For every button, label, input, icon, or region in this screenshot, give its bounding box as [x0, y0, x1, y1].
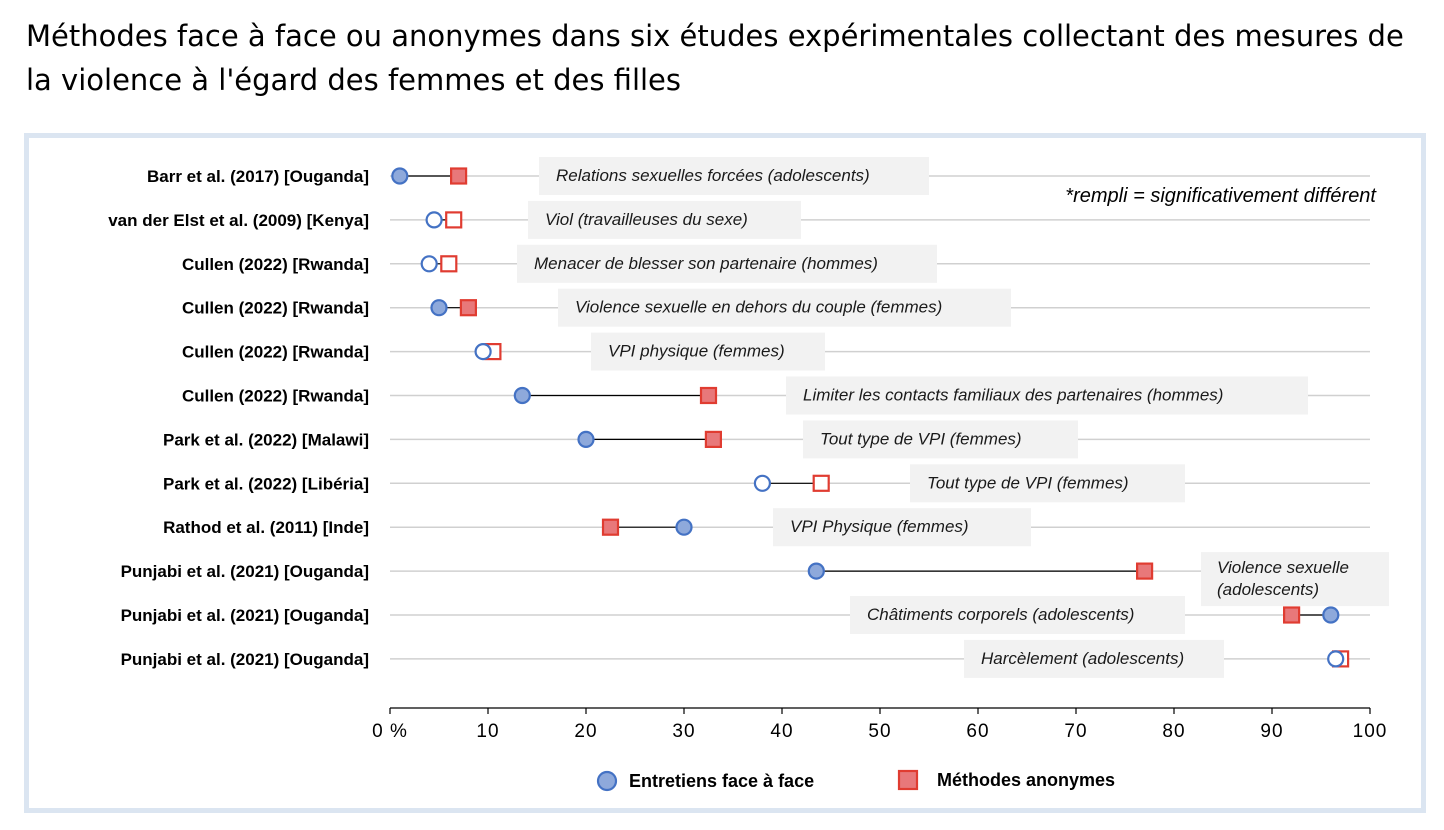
legend-face-to-face-marker — [596, 770, 618, 792]
x-tick-label: 90 — [1260, 721, 1283, 742]
anonymous-marker — [812, 474, 830, 492]
study-label: Cullen (2022) [Rwanda] — [182, 343, 369, 362]
x-tick-label: 80 — [1162, 721, 1185, 742]
table-row: Park et al. (2022) [Malawi] Tout type de … — [163, 420, 1370, 459]
page-title: Méthodes face à face ou anonymes dans si… — [26, 19, 1404, 97]
study-label: Barr et al. (2017) [Ouganda] — [147, 167, 369, 186]
anonymous-marker — [704, 430, 723, 448]
face-to-face-marker — [513, 386, 531, 405]
x-tick-label: 60 — [966, 721, 989, 742]
measure-label: Harcèlement (adolescents) — [981, 649, 1184, 668]
anonymous-marker — [459, 299, 477, 317]
x-tick-label: 100 — [1353, 721, 1388, 742]
measure-label-box — [558, 288, 1011, 327]
measure-label: Relations sexuelles forcées (adolescents… — [556, 166, 870, 185]
face-to-face-marker — [1322, 606, 1340, 624]
study-label: Punjabi et al. (2021) [Ouganda] — [121, 562, 369, 581]
study-label: Punjabi et al. (2021) [Ouganda] — [121, 606, 369, 625]
legend: Entretiens face à face Méthodes anonymes — [596, 769, 1115, 792]
anonymous-marker — [601, 518, 620, 536]
x-tick-label: 20 — [574, 721, 597, 742]
x-tick-label: 30 — [672, 721, 695, 742]
table-row: van der Elst et al. (2009) [Kenya] Viol (… — [108, 200, 1370, 239]
face-to-face-marker — [807, 562, 825, 580]
face-to-face-marker — [753, 474, 772, 492]
table-row: Cullen (2022) [Rwanda] Violence sexuelle … — [182, 288, 1370, 327]
measure-label: Tout type de VPI (femmes) — [927, 473, 1129, 492]
legend-anonymous-marker — [897, 769, 919, 791]
measure-label-box — [964, 639, 1224, 678]
face-to-face-marker — [430, 299, 448, 317]
x-tick-label: 10 — [476, 721, 499, 742]
table-row: Punjabi et al. (2021) [Ouganda] Harcèleme… — [121, 639, 1370, 678]
significance-note: *rempli = significativement différent — [1065, 185, 1377, 207]
measure-label-box — [803, 420, 1078, 459]
table-row: Punjabi et al. (2021) [Ouganda] Violence … — [121, 552, 1389, 607]
measure-label-box — [850, 596, 1185, 634]
dumbbell-chart: 0 % 10 20 30 40 50 60 70 80 90 100 *rempli = signif… — [108, 157, 1389, 792]
measure-label: Menacer de blesser son partenaire (homme… — [534, 254, 878, 273]
x-tick-label: 40 — [770, 721, 793, 742]
measure-label: VPI physique (femmes) — [608, 342, 785, 361]
measure-label: Viol (travailleuses du sexe) — [545, 210, 748, 229]
measure-label: VPI Physique (femmes) — [790, 517, 969, 536]
measure-label: Châtiments corporels (adolescents) — [867, 605, 1134, 624]
anonymous-marker — [440, 255, 458, 273]
face-to-face-marker — [425, 211, 443, 229]
measure-label-box — [1201, 552, 1389, 607]
measure-label-box — [517, 244, 937, 283]
x-tick-label: 0 % — [372, 721, 408, 742]
measure-label-box — [786, 376, 1308, 415]
measure-label: Limiter les contacts familiaux des parte… — [803, 386, 1223, 405]
measure-label: Violence sexuelle en dehors du couple (f… — [575, 298, 942, 317]
measure-label: Violence sexuelle — [1217, 558, 1349, 577]
table-row: Cullen (2022) [Rwanda] Limiter les contac… — [182, 376, 1370, 415]
study-label: Cullen (2022) [Rwanda] — [182, 255, 369, 274]
anonymous-marker — [1282, 606, 1301, 624]
face-to-face-marker — [577, 430, 595, 448]
table-row: Park et al. (2022) [Libéria] Tout type de… — [163, 464, 1370, 503]
anonymous-marker — [1135, 562, 1154, 580]
anonymous-marker — [699, 386, 718, 405]
measure-label-box — [591, 332, 825, 371]
legend-anonymous-label: Méthodes anonymes — [937, 770, 1115, 790]
legend-face-to-face-label: Entretiens face à face — [629, 771, 814, 791]
study-label: Park et al. (2022) [Malawi] — [163, 430, 369, 449]
table-row: Cullen (2022) [Rwanda] Menacer de blesser… — [182, 244, 1370, 283]
face-to-face-marker — [474, 343, 492, 361]
measure-label-box — [773, 508, 1031, 547]
study-label: Cullen (2022) [Rwanda] — [182, 299, 369, 318]
study-label: Rathod et al. (2011) [Inde] — [163, 518, 369, 537]
table-row: Rathod et al. (2011) [Inde] VPI Physique … — [163, 508, 1370, 547]
anonymous-marker — [445, 211, 463, 229]
face-to-face-marker — [675, 518, 693, 536]
study-label: Cullen (2022) [Rwanda] — [182, 387, 369, 406]
table-row: Punjabi et al. (2021) [Ouganda] Châtiment… — [121, 596, 1370, 634]
measure-label-box — [528, 200, 801, 239]
study-label: Punjabi et al. (2021) [Ouganda] — [121, 650, 369, 669]
table-row: Barr et al. (2017) [Ouganda] Relations se… — [147, 157, 1370, 195]
anonymous-marker — [450, 167, 468, 185]
chart-frame: 0 % 10 20 30 40 50 60 70 80 90 100 *rempli = signif… — [24, 133, 1426, 813]
x-tick-label: 70 — [1064, 721, 1087, 742]
measure-label: Tout type de VPI (femmes) — [820, 429, 1022, 448]
study-label: Park et al. (2022) [Libéria] — [163, 474, 369, 493]
table-row: Cullen (2022) [Rwanda] VPI physique (femm… — [182, 332, 1370, 371]
measure-label: (adolescents) — [1217, 580, 1319, 599]
face-to-face-marker — [391, 167, 409, 185]
face-to-face-marker — [1327, 650, 1345, 668]
face-to-face-marker — [420, 255, 438, 273]
measure-label-box — [910, 464, 1185, 503]
measure-label-box — [539, 157, 929, 195]
x-tick-label: 50 — [868, 721, 891, 742]
study-label: van der Elst et al. (2009) [Kenya] — [108, 211, 369, 230]
